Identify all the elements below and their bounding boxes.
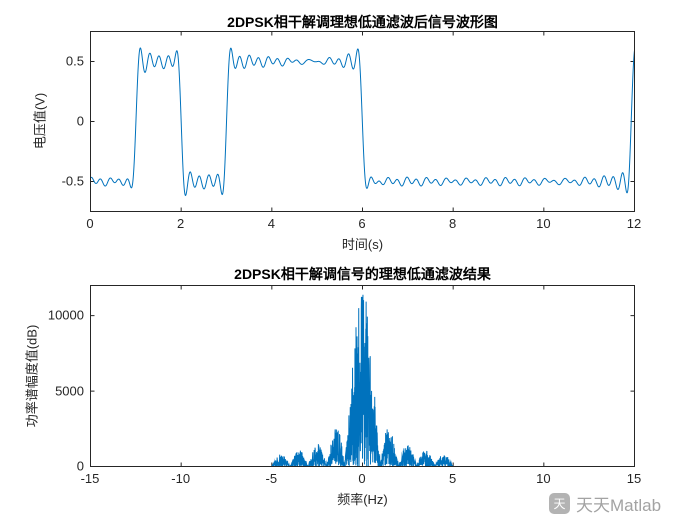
x-tick-label: -10 <box>171 471 191 486</box>
x-tick-label: 12 <box>626 216 642 231</box>
x-tick-label: 0 <box>358 471 366 486</box>
y-tick-label: 0 <box>76 113 84 129</box>
x-tick-label: 10 <box>536 216 551 231</box>
spectrum-title: 2DPSK相干解调信号的理想低通滤波结果 <box>234 266 491 282</box>
x-tick-label: 10 <box>536 471 551 486</box>
y-tick-label: 0 <box>76 458 84 474</box>
x-tick-label: 15 <box>626 471 642 486</box>
x-tick-label: 2 <box>177 216 185 231</box>
spectrum-xlabel: 频率(Hz) <box>337 492 388 507</box>
waveform-plot-canvas <box>90 31 635 212</box>
x-tick-label: -5 <box>265 471 278 486</box>
watermark-text: 天天Matlab <box>576 496 662 515</box>
y-tick-label: 10000 <box>47 307 84 323</box>
spectrum-plot-canvas <box>90 285 635 467</box>
x-tick-label: 8 <box>449 216 457 231</box>
waveform-title: 2DPSK相干解调理想低通滤波后信号波形图 <box>227 14 498 30</box>
waveform-xlabel: 时间(s) <box>341 237 384 252</box>
watermark: 天 天天Matlab <box>549 491 661 516</box>
x-tick-label: -15 <box>80 471 100 486</box>
y-tick-label: -0.5 <box>61 173 84 189</box>
y-tick-label: 0.5 <box>65 53 84 69</box>
x-tick-label: 0 <box>86 216 94 231</box>
x-tick-label: 4 <box>267 216 275 231</box>
x-tick-label: 6 <box>358 216 366 231</box>
watermark-icon: 天 <box>549 493 570 514</box>
spectrum-ylabel: 功率谱幅度值(dB) <box>24 324 40 428</box>
y-tick-label: 5000 <box>55 383 84 399</box>
x-tick-label: 5 <box>449 471 457 486</box>
